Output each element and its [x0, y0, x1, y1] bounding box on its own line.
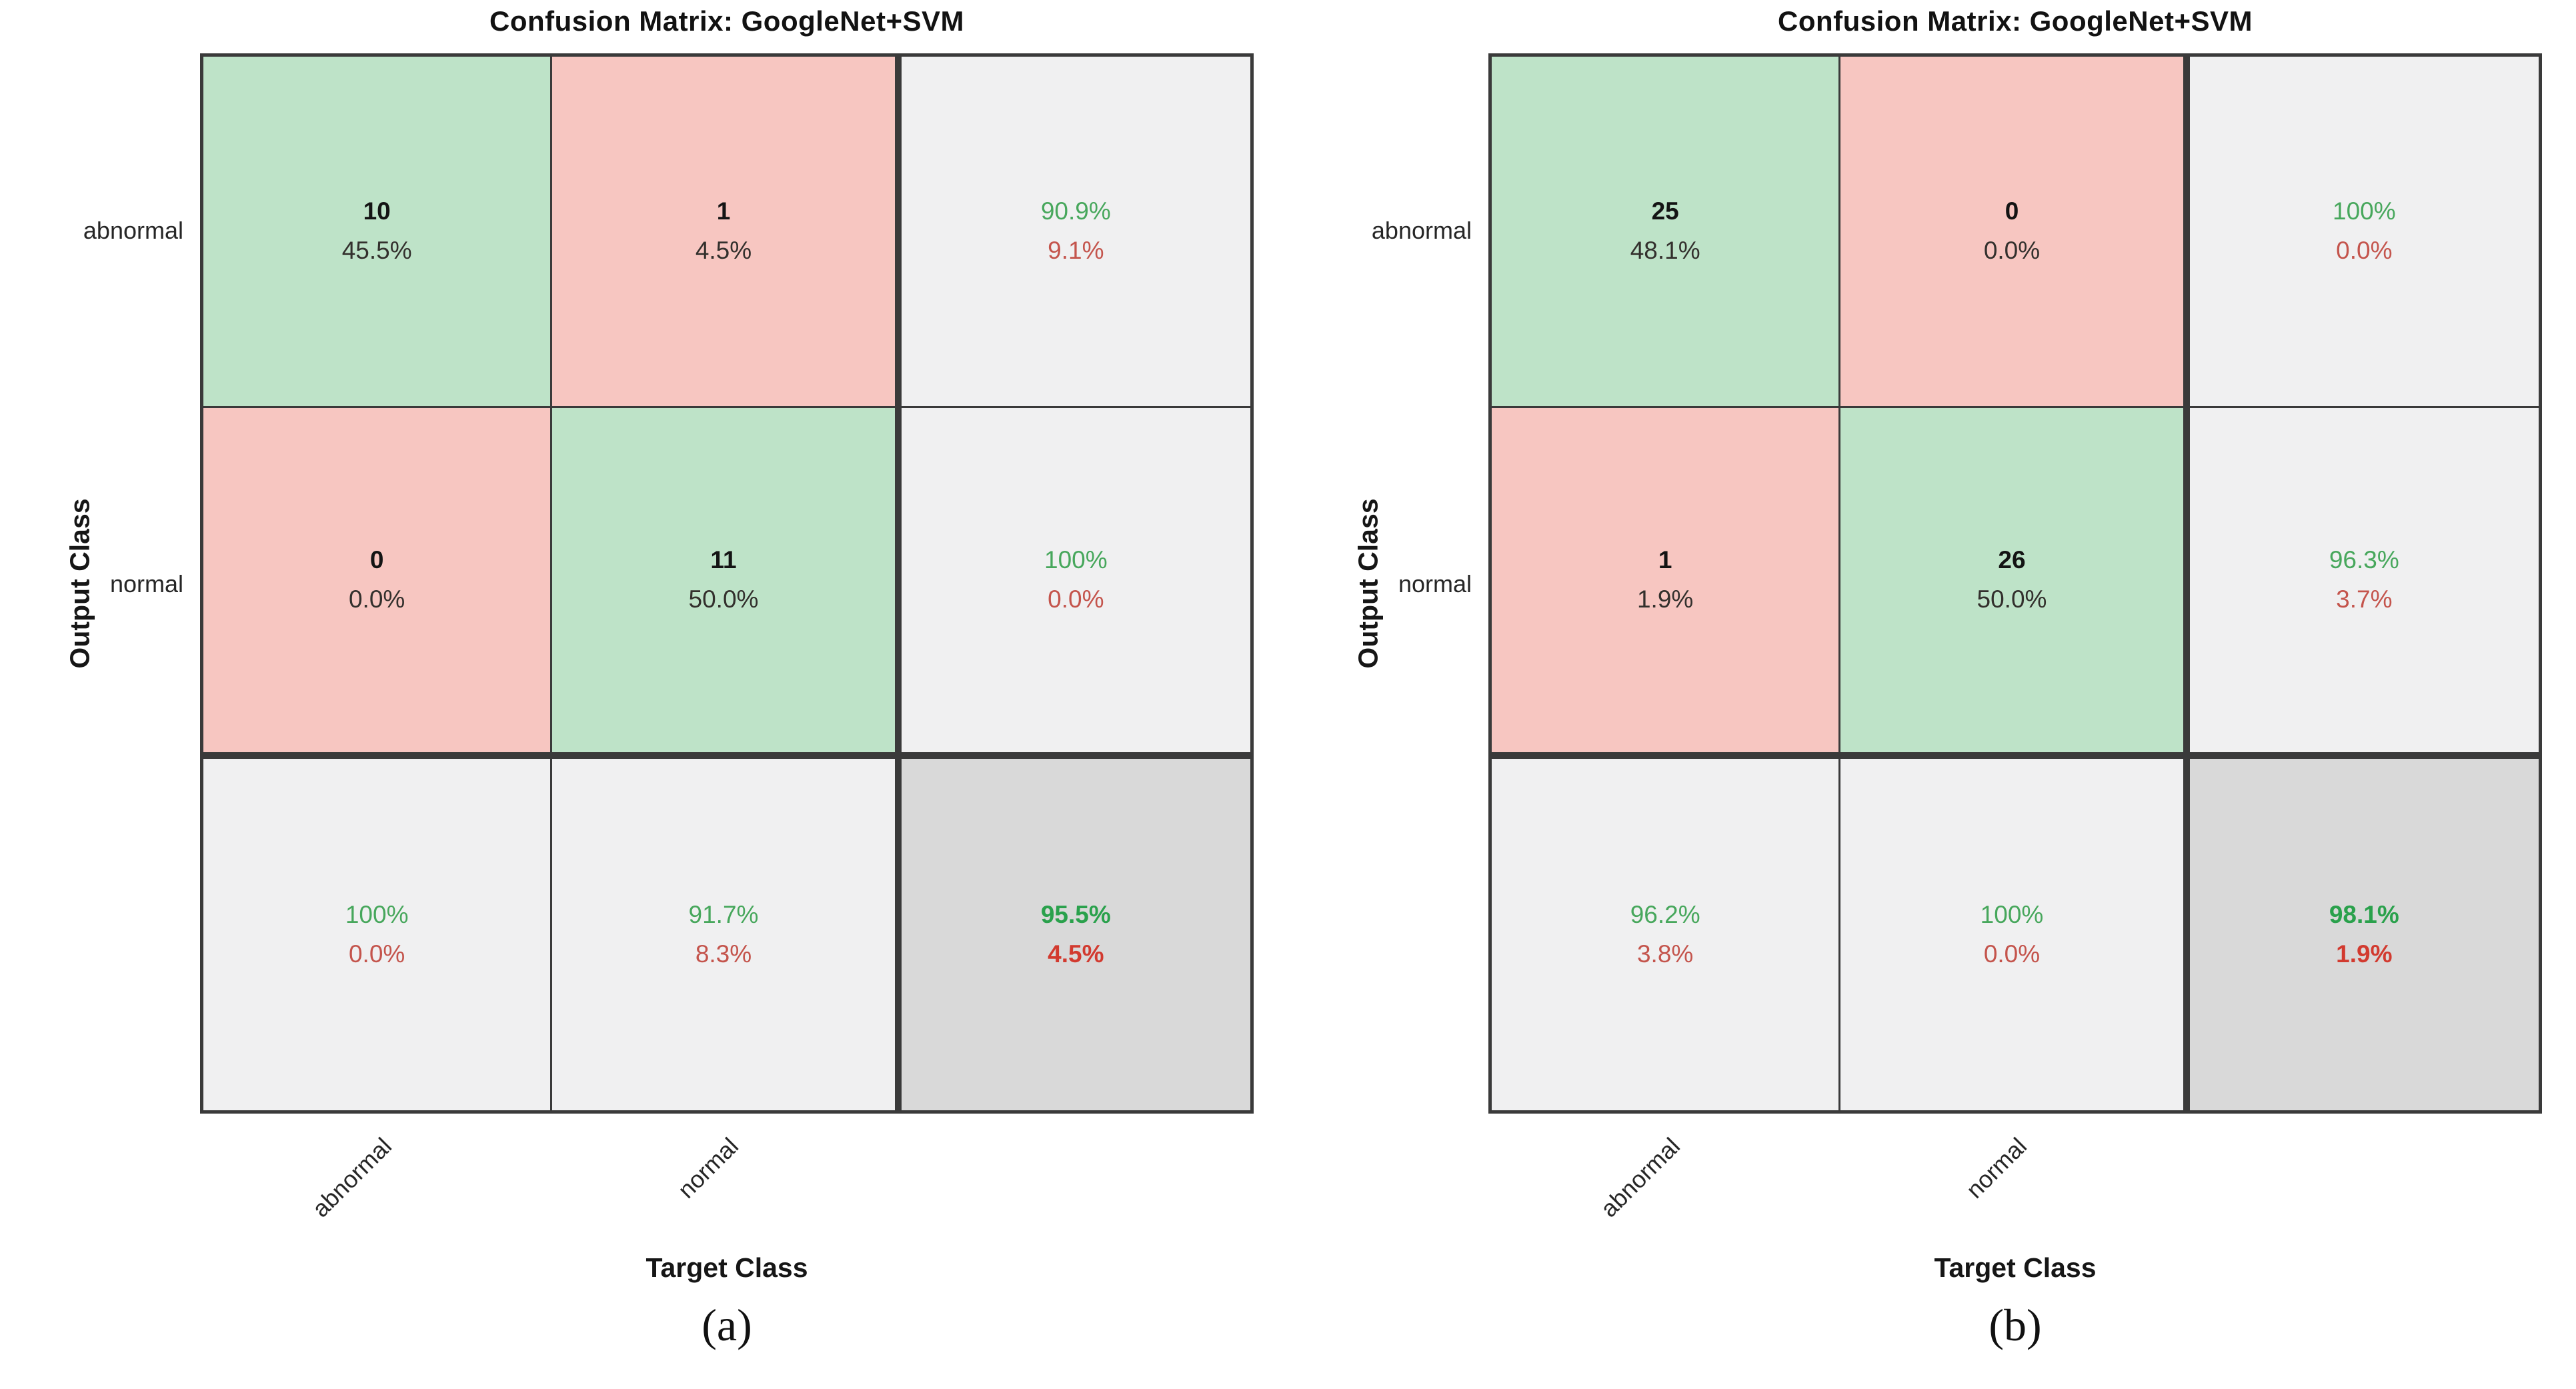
panel-caption: (b)	[1989, 1300, 2042, 1350]
cell-percent: 100%	[2333, 197, 2396, 225]
y-tick-label-abnormal: abnormal	[83, 217, 183, 244]
y-tick-label-normal: normal	[109, 570, 183, 597]
grid-cell: 1 1.9%	[1492, 407, 1841, 760]
y-tick-label-abnormal: abnormal	[1371, 217, 1472, 244]
cell-percent: 0.0%	[1048, 585, 1104, 613]
cell-percent: 0.0%	[2336, 236, 2393, 264]
cell-percent: 48.1%	[1630, 236, 1700, 264]
grid-cell: 11 50.0%	[552, 407, 902, 760]
grid-cell: 95.5% 4.5%	[901, 759, 1250, 1110]
cell-percent: 3.8%	[1636, 940, 1694, 968]
cell-percent: 45.5%	[341, 236, 412, 264]
x-tick-label-abnormal: abnormal	[1594, 1132, 1685, 1223]
cell-percent: 100%	[345, 901, 409, 929]
cell-percent: 96.3%	[2329, 546, 2399, 574]
grid-cell: 96.3% 3.7%	[2189, 407, 2539, 760]
grid-cell: 26 50.0%	[1840, 407, 2190, 760]
cell-percent: 3.7%	[2336, 585, 2393, 613]
cell-percent: 8.3%	[695, 940, 752, 968]
grid-cell: 98.1% 1.9%	[2189, 759, 2539, 1110]
cell-count: 1	[716, 197, 731, 225]
grid-cell: 100% 0.0%	[2189, 57, 2539, 408]
cell-count: 0	[2005, 197, 2019, 225]
confusion-matrix-panel-b: Confusion Matrix: GoogleNet+SVM 25 48.1% 0 0…	[1288, 0, 2576, 1389]
cell-percent: 0.0%	[1983, 236, 2041, 264]
grid-cell: 100% 0.0%	[901, 407, 1250, 760]
cell-percent: 0.0%	[348, 940, 405, 968]
cell-percent: 96.2%	[1630, 901, 1700, 929]
grid-cell: 96.2% 3.8%	[1492, 759, 1841, 1110]
grid-cell: 100% 0.0%	[203, 759, 553, 1110]
grid-cell: 90.9% 9.1%	[901, 57, 1250, 408]
cell-percent: 1.9%	[1636, 585, 1694, 613]
grid-cell: 91.7% 8.3%	[552, 759, 902, 1110]
cell-count: 25	[1651, 197, 1679, 225]
cell-percent: 0.0%	[348, 585, 405, 613]
x-tick-label-normal: normal	[1961, 1132, 2032, 1204]
cell-percent: 50.0%	[1977, 585, 2047, 613]
grid-cell: 1 4.5%	[552, 57, 902, 408]
confusion-matrix-panel-a: Confusion Matrix: GoogleNet+SVM 10 45.5% 1 4…	[65, 5, 1254, 1350]
cell-percent: 4.5%	[1048, 940, 1104, 968]
grid-cell: 0 0.0%	[203, 407, 553, 760]
grid-cell: 25 48.1%	[1492, 57, 1841, 408]
grid-cell: 0 0.0%	[1840, 57, 2190, 408]
cell-percent: 100%	[1980, 901, 2044, 929]
cell-percent: 98.1%	[2329, 901, 2399, 929]
cell-count: 26	[1998, 546, 2026, 574]
x-tick-label-abnormal: abnormal	[306, 1132, 397, 1223]
confusion-grid: 25 48.1% 0 0.0% 100% 0.0% 1 1.9% 26 50.0% 96.3% 3.7…	[1488, 53, 2542, 1114]
cell-count: 0	[369, 546, 384, 574]
confusion-grid: 10 45.5% 1 4.5% 90.9% 9.1% 0 0.0% 11 50.0% 100% 0.0…	[200, 53, 1254, 1114]
chart-title: Confusion Matrix: GoogleNet+SVM	[489, 5, 965, 37]
y-tick-label-normal: normal	[1398, 570, 1472, 597]
cell-count: 11	[710, 546, 737, 574]
cell-count: 10	[363, 197, 391, 225]
x-axis-label: Target Class	[646, 1252, 808, 1283]
cell-percent: 100%	[1044, 546, 1108, 574]
x-axis-label: Target Class	[1934, 1252, 2097, 1283]
panel-caption: (a)	[702, 1300, 752, 1350]
cell-percent: 1.9%	[2336, 940, 2393, 968]
cell-percent: 91.7%	[688, 901, 759, 929]
x-tick-label-normal: normal	[672, 1132, 744, 1204]
cell-percent: 90.9%	[1040, 197, 1111, 225]
cell-percent: 0.0%	[1983, 940, 2041, 968]
grid-cell: 100% 0.0%	[1840, 759, 2190, 1110]
grid-cell: 10 45.5%	[203, 57, 553, 408]
cell-percent: 4.5%	[695, 236, 752, 264]
cell-percent: 50.0%	[688, 585, 759, 613]
cell-percent: 95.5%	[1040, 901, 1111, 929]
cell-percent: 9.1%	[1048, 236, 1104, 264]
chart-title: Confusion Matrix: GoogleNet+SVM	[1777, 5, 2253, 37]
cell-count: 1	[1658, 546, 1672, 574]
